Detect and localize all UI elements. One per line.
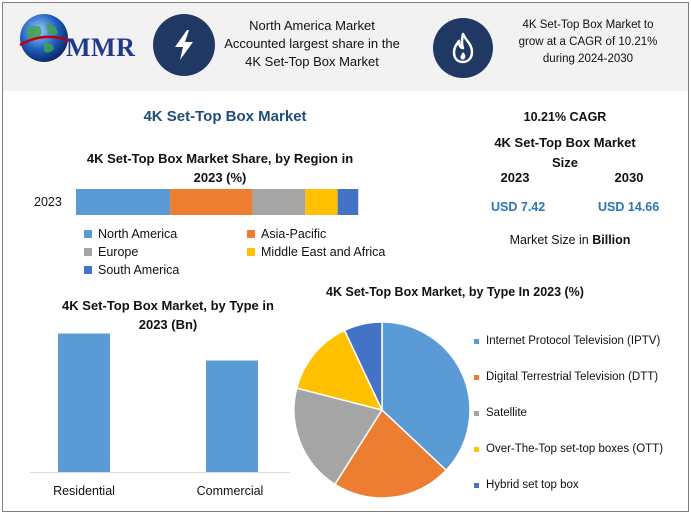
pie-slice-satellite: [293, 387, 384, 486]
region-legend-asia-pacific: Asia-Pacific: [247, 227, 326, 241]
flame-icon: [433, 18, 493, 78]
legend-swatch: [84, 230, 92, 238]
legend-label: South America: [98, 263, 180, 277]
highlight-north-america: North America Market Accounted largest s…: [224, 18, 400, 69]
legend-label: Satellite: [486, 407, 527, 419]
region-legend-south-america: South America: [84, 263, 179, 277]
region-segment-europe: [252, 189, 306, 215]
value-2023: USD 7.42: [491, 200, 546, 214]
legend-swatch: [474, 410, 479, 416]
legend-label: Asia-Pacific: [261, 227, 327, 241]
pie-slice-digital-terrestrial-television-dtt: [333, 408, 448, 499]
legend-label: Digital Terrestrial Television (DTT): [486, 371, 659, 383]
pie-legend-over-the-top-set-top-boxes-ott: Over-The-Top set-top boxes (OTT): [474, 443, 663, 455]
legend-swatch: [474, 374, 479, 380]
market-size-unit: Market Size in Billion: [509, 233, 631, 247]
region-chart-title: 4K Set-Top Box Market Share, by Region i…: [86, 151, 354, 185]
lightning-icon: [153, 14, 215, 76]
region-legend-north-america: North America: [84, 227, 177, 241]
legend-label: Middle East and Africa: [261, 245, 386, 259]
type-category-commercial: Commercial: [196, 484, 264, 498]
legend-swatch: [474, 446, 479, 452]
legend-swatch: [84, 248, 92, 256]
legend-label: Internet Protocol Television (IPTV): [486, 335, 661, 347]
pie-legend-satellite: Satellite: [474, 407, 527, 419]
cagr-label: 10.21% CAGR: [523, 110, 607, 124]
market-size-title: 4K Set-Top Box Market Size: [494, 135, 636, 170]
legend-swatch: [474, 338, 479, 344]
type-bar-residential: [58, 333, 110, 472]
legend-swatch: [247, 230, 255, 238]
header-banner: [3, 3, 688, 91]
legend-label: Hybrid set top box: [486, 479, 579, 491]
region-segment-south-america: [337, 189, 359, 215]
region-legend-europe: Europe: [84, 245, 138, 259]
type-bar-chart: [30, 333, 290, 473]
page-title: 4K Set-Top Box Market: [143, 108, 307, 125]
pie-legend-internet-protocol-television-iptv: Internet Protocol Television (IPTV): [474, 335, 660, 347]
pie-slice-hybrid-set-top-box: [343, 321, 383, 411]
region-category-label: 2023: [34, 195, 62, 209]
pie-legend-digital-terrestrial-television-dtt: Digital Terrestrial Television (DTT): [474, 371, 658, 383]
legend-label: North America: [98, 227, 178, 241]
highlight-cagr: 4K Set-Top Box Market to grow at a CAGR …: [518, 19, 658, 65]
year-2023-label: 2023: [500, 170, 530, 185]
legend-label: Over-The-Top set-top boxes (OTT): [486, 443, 664, 455]
mmr-logo: [14, 11, 144, 67]
legend-swatch: [474, 482, 479, 488]
year-2030-label: 2030: [614, 170, 644, 185]
legend-swatch: [247, 248, 255, 256]
legend-label: Europe: [98, 245, 139, 259]
region-stacked-bar: [76, 189, 359, 215]
region-segment-middle-east-and-africa: [305, 189, 338, 215]
type-bar-commercial: [206, 360, 258, 472]
legend-swatch: [84, 266, 92, 274]
region-segment-north-america: [76, 189, 171, 215]
type-pie-chart: [293, 321, 471, 499]
value-2030: USD 14.66: [598, 200, 660, 214]
region-segment-asia-pacific: [170, 189, 253, 215]
type-category-residential: Residential: [53, 484, 115, 498]
globe-icon: [19, 14, 71, 62]
pie-slice-over-the-top-set-top-boxes-ott: [295, 329, 384, 412]
pie-legend-hybrid-set-top-box: Hybrid set top box: [474, 479, 579, 491]
logo-text: MMR: [66, 33, 136, 62]
type-bar-chart-title: 4K Set-Top Box Market, by Type in 2023 (…: [62, 298, 274, 332]
pie-chart-title: 4K Set-Top Box Market, by Type In 2023 (…: [326, 285, 584, 299]
pie-slice-internet-protocol-television-iptv: [381, 321, 471, 472]
region-legend-middle-east-and-africa: Middle East and Africa: [247, 245, 385, 259]
